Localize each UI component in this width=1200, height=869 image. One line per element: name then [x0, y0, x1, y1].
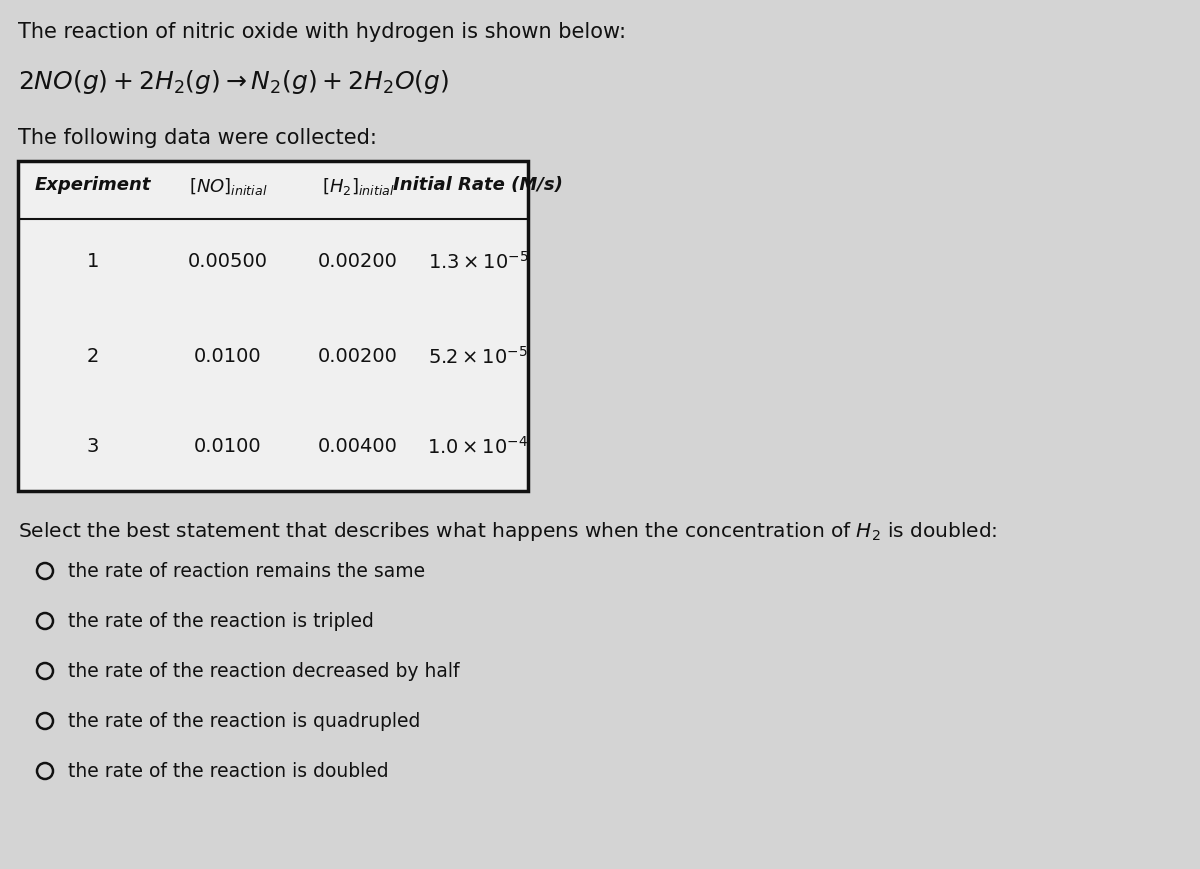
Text: 3: 3: [86, 437, 100, 456]
Text: The following data were collected:: The following data were collected:: [18, 128, 377, 148]
FancyBboxPatch shape: [18, 162, 528, 492]
Text: Initial Rate (M/s): Initial Rate (M/s): [394, 176, 563, 194]
Text: The reaction of nitric oxide with hydrogen is shown below:: The reaction of nitric oxide with hydrog…: [18, 22, 626, 42]
Text: $[NO]_{initial}$: $[NO]_{initial}$: [188, 176, 268, 196]
Text: the rate of the reaction is doubled: the rate of the reaction is doubled: [68, 761, 389, 780]
Text: 0.00200: 0.00200: [318, 347, 398, 366]
Text: Experiment: Experiment: [35, 176, 151, 194]
Text: $[H_2]_{initial}$: $[H_2]_{initial}$: [322, 176, 395, 196]
Text: Select the best statement that describes what happens when the concentration of : Select the best statement that describes…: [18, 520, 997, 542]
Text: the rate of the reaction is quadrupled: the rate of the reaction is quadrupled: [68, 712, 420, 731]
Text: the rate of reaction remains the same: the rate of reaction remains the same: [68, 562, 425, 580]
Text: 0.0100: 0.0100: [194, 347, 262, 366]
Text: 0.00400: 0.00400: [318, 437, 398, 456]
Text: $2NO(g) + 2H_2(g) \rightarrow N_2(g) + 2H_2O(g)$: $2NO(g) + 2H_2(g) \rightarrow N_2(g) + 2…: [18, 68, 449, 96]
Text: 2: 2: [86, 347, 100, 366]
Text: 0.00500: 0.00500: [188, 252, 268, 271]
Text: the rate of the reaction is tripled: the rate of the reaction is tripled: [68, 612, 374, 631]
Text: $1.3 \times 10^{-5}$: $1.3 \times 10^{-5}$: [427, 251, 528, 273]
Text: $5.2 \times 10^{-5}$: $5.2 \times 10^{-5}$: [428, 346, 528, 368]
Text: 0.00200: 0.00200: [318, 252, 398, 271]
Text: 0.0100: 0.0100: [194, 437, 262, 456]
Text: $1.0 \times 10^{-4}$: $1.0 \times 10^{-4}$: [427, 435, 529, 457]
Text: the rate of the reaction decreased by half: the rate of the reaction decreased by ha…: [68, 661, 460, 680]
Text: 1: 1: [86, 252, 100, 271]
